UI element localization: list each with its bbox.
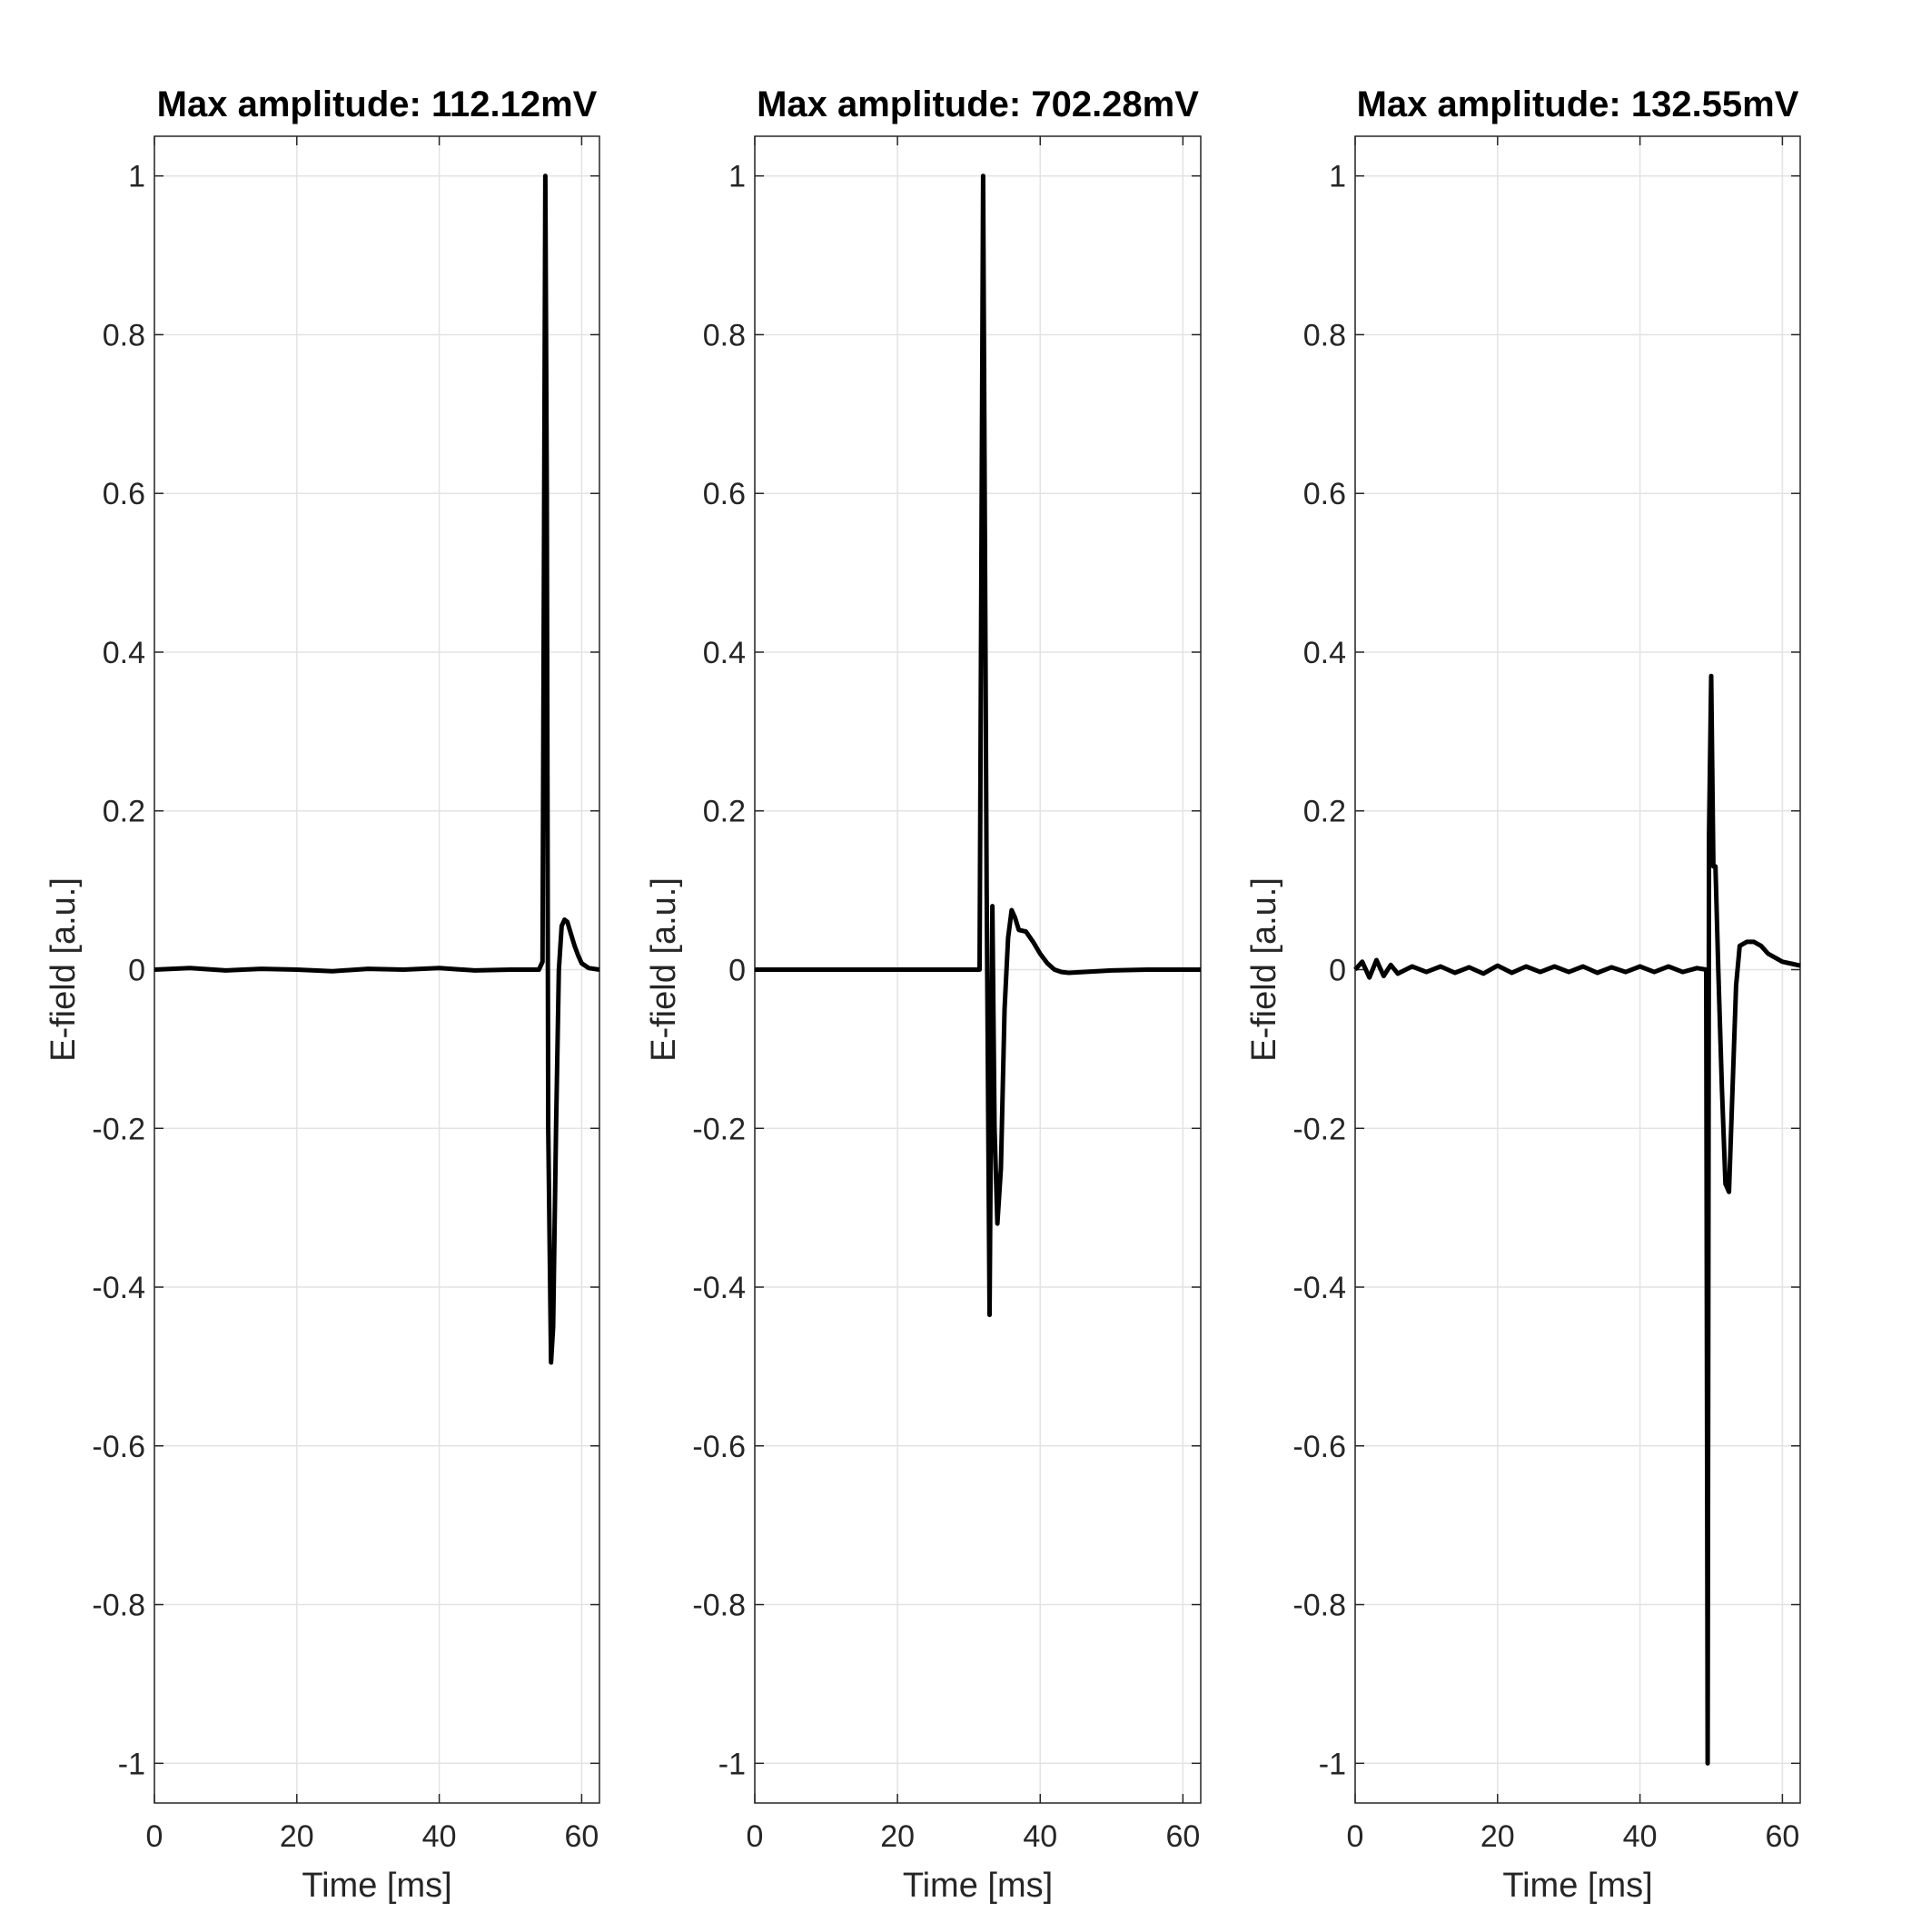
y-tick-label: -0.4 [692, 1271, 746, 1305]
y-tick-label: -0.2 [92, 1112, 145, 1146]
x-tick-label: 20 [280, 1819, 314, 1854]
y-tick-label: 0.2 [1303, 795, 1346, 829]
subplot-title: Max amplitude: 702.28mV [757, 84, 1199, 124]
x-tick-label: 40 [1023, 1819, 1057, 1854]
y-tick-label: 0.6 [703, 477, 746, 511]
y-tick-label: 0.4 [1303, 636, 1346, 670]
x-tick-label: 40 [422, 1819, 457, 1854]
subplot-title: Max amplitude: 112.12mV [157, 84, 598, 124]
x-tick-label: 60 [1165, 1819, 1200, 1854]
y-tick-label: -0.8 [92, 1589, 145, 1623]
y-tick-label: -0.4 [92, 1271, 145, 1305]
x-tick-label: 20 [880, 1819, 915, 1854]
y-axis-label: E-field [a.u.] [645, 877, 683, 1062]
y-tick-label: 0.8 [703, 318, 746, 352]
y-tick-label: -0.6 [692, 1430, 746, 1464]
series-line-1 [1353, 673, 1801, 1766]
x-axis-label: Time [ms] [302, 1867, 451, 1905]
y-tick-label: 0.6 [103, 477, 145, 511]
y-tick-label: 0.6 [1303, 477, 1346, 511]
y-tick-label: -1 [718, 1747, 746, 1781]
y-tick-label: -0.6 [92, 1430, 145, 1464]
x-tick-label: 0 [747, 1819, 764, 1854]
x-tick-label: 40 [1623, 1819, 1658, 1854]
y-tick-label: -1 [118, 1747, 145, 1781]
y-tick-label: 1 [728, 160, 746, 194]
y-tick-label: -0.4 [1292, 1271, 1346, 1305]
y-tick-label: 0.2 [103, 795, 145, 829]
subplot-1: 1 0.8 0.6 0.4 0.2 0 -0.2 -0.4 -0.6 -0.8 -1 0 20 40 60 M… [45, 84, 600, 1905]
subplot-2: 1 0.8 0.6 0.4 0.2 0 -0.2 -0.4 -0.6 -0.8 -1 0 20 40 60 M… [645, 84, 1202, 1905]
y-tick-label: 0.4 [703, 636, 746, 670]
y-tick-label: -0.2 [1292, 1112, 1346, 1146]
y-tick-label: 0 [128, 954, 145, 988]
y-tick-label: -0.2 [692, 1112, 746, 1146]
x-tick-label: 0 [1347, 1819, 1364, 1854]
y-tick-label: 0.8 [1303, 318, 1346, 352]
x-tick-label: 20 [1480, 1819, 1515, 1854]
y-tick-label: -0.8 [692, 1589, 746, 1623]
x-axis-label: Time [ms] [903, 1867, 1053, 1905]
y-tick-label: -0.6 [1292, 1430, 1346, 1464]
series-line-1 [153, 173, 600, 1365]
subplot-3: 1 0.8 0.6 0.4 0.2 0 -0.2 -0.4 -0.6 -0.8 -1 0 20 40 60 M… [1245, 84, 1801, 1905]
y-tick-label: -0.8 [1292, 1589, 1346, 1623]
y-tick-label: 0.8 [103, 318, 145, 352]
x-tick-label: 60 [564, 1819, 599, 1854]
x-axis-label: Time [ms] [1502, 1867, 1652, 1905]
x-tick-label: 0 [146, 1819, 163, 1854]
y-tick-label: 0 [728, 954, 746, 988]
y-tick-label: 0.4 [103, 636, 145, 670]
x-tick-label: 60 [1765, 1819, 1799, 1854]
y-tick-label: -1 [1319, 1747, 1346, 1781]
y-axis-label: E-field [a.u.] [1245, 877, 1283, 1062]
y-tick-label: 1 [1329, 160, 1346, 194]
subplot-title: Max amplitude: 132.55mV [1357, 84, 1799, 124]
y-axis-label: E-field [a.u.] [45, 877, 83, 1062]
y-tick-label: 0 [1329, 954, 1346, 988]
y-tick-label: 0.2 [703, 795, 746, 829]
series-line-1 [755, 173, 1201, 1318]
y-tick-label: 1 [128, 160, 145, 194]
